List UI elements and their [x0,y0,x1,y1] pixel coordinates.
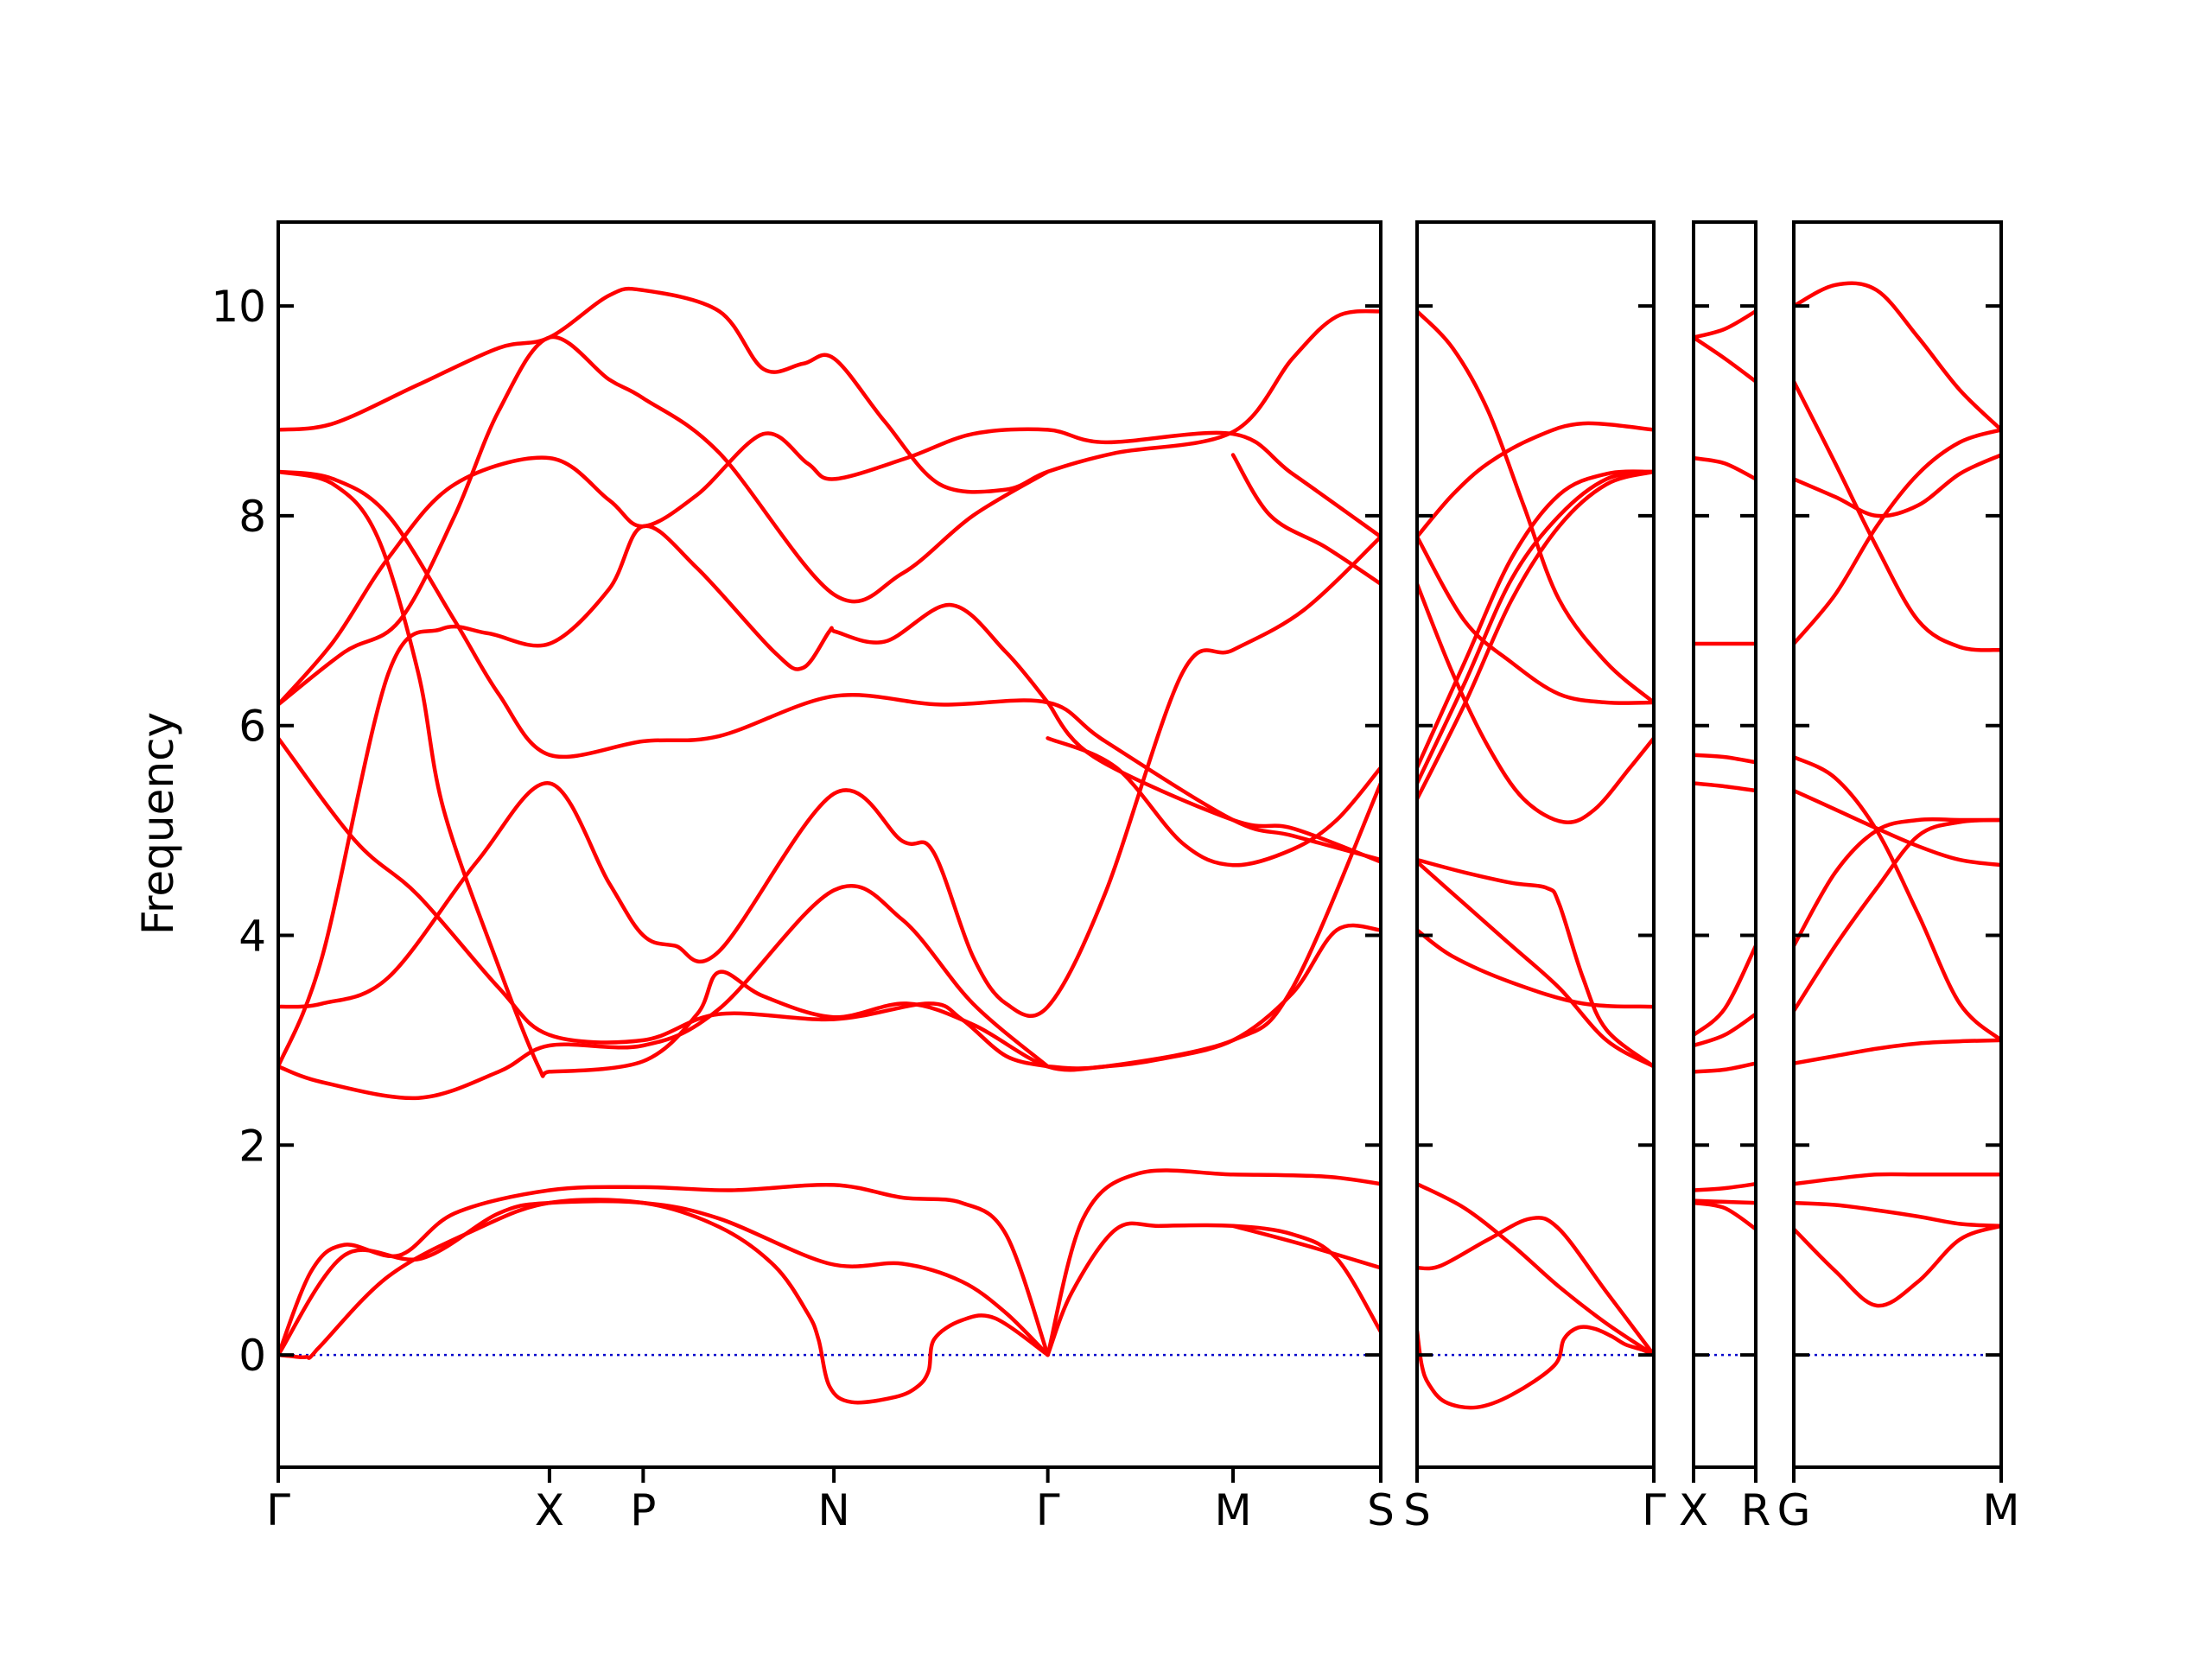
phonon-band [1417,1216,1654,1357]
phonon-band [1417,1181,1654,1357]
bands [1794,281,2001,1308]
phonon-band [278,427,1381,707]
x-tick-label: M [1982,1485,2019,1535]
panel-1: 0 2 4 6 8 10 Γ X P N Γ M S [211,220,1395,1535]
phonon-band [1794,1200,2001,1229]
x-tick-label: Γ [1642,1485,1666,1535]
phonon-band [1694,944,1756,1038]
phonon-band [1794,817,2001,1014]
phonon-band [1230,1224,1381,1270]
y-tick-label: 8 [238,492,266,542]
bands [1694,308,1756,1231]
y-tick-label: 6 [238,702,266,752]
x-tick-label: X [535,1485,564,1535]
y-tick-label: 0 [238,1331,266,1381]
phonon-band [278,286,1381,494]
x-tick-label: R [1741,1485,1771,1535]
phonon-band [278,883,1050,1101]
bands [1417,308,1654,1410]
x-tick-label: M [1214,1485,1251,1535]
phonon-band [1694,781,1756,793]
x-tick-label: G [1777,1485,1811,1535]
y-tick-label: 4 [238,912,266,962]
phonon-band [278,1182,1050,1357]
phonon-band [1417,308,1654,705]
phonon-band [1417,469,1654,770]
x-tick-label: Γ [1036,1485,1060,1535]
phonon-band [278,534,1381,1018]
x-tick-label: Γ [266,1485,290,1535]
x-tick-label: P [630,1485,656,1535]
phonon-band [1794,1224,2001,1308]
phonon-band [1794,817,2001,948]
panel-frame [1415,220,1656,1469]
phonon-band [1794,1172,2001,1186]
y-tick-label: 2 [238,1121,266,1171]
phonon-band [1046,1221,1381,1357]
phonon-band [1794,428,2001,646]
phonon-band [1046,1168,1381,1357]
phonon-band [1046,700,1381,864]
phonon-band [1417,1325,1654,1410]
phonon-band [1694,753,1756,765]
phonon-band [278,524,1050,1069]
phonon-band [1794,453,2001,518]
phonon-band [1694,1061,1756,1074]
phonon-band [1417,421,1654,539]
phonon-band [278,469,1381,862]
x-tick-label: N [817,1485,849,1535]
phonon-band [1417,469,1654,801]
bands [278,286,1381,1405]
x-tick-label: S [1403,1485,1431,1535]
panel-frame [1792,220,2003,1469]
x-tick-label: X [1679,1485,1708,1535]
phonon-band [1794,754,2001,1043]
phonon-band [1694,308,1756,340]
phonon-band [1694,1200,1756,1231]
phonon-band [1417,928,1654,1009]
panel-frame [1692,220,1758,1469]
phonon-band [1694,1012,1756,1048]
phonon-band [1794,788,2001,868]
phonon-band [1417,469,1654,785]
phonon-band [278,736,1050,1069]
x-tick-label: S [1367,1485,1395,1535]
phonon-band [1417,860,1654,1069]
phonon-band [1694,1198,1756,1205]
phonon-band [278,1198,1050,1357]
phonon-band [1694,1181,1756,1192]
phonon-band [1230,453,1381,587]
phonon-band [278,469,1381,1078]
phonon-band [1417,534,1654,705]
y-tick-label: 10 [211,282,266,332]
y-axis-title: Frequency [133,712,183,935]
phonon-band [1417,857,1654,1069]
phonon-band [1694,335,1756,384]
phonon-band [1794,1038,2001,1065]
phonon-band [278,1198,1050,1405]
phonon-band [1794,281,2001,432]
phonon-band [1694,455,1756,481]
phonon-band [1417,582,1654,825]
phonon-band [1794,379,2001,652]
panel-frame [276,220,1382,1469]
phonon-band [1046,781,1381,1071]
